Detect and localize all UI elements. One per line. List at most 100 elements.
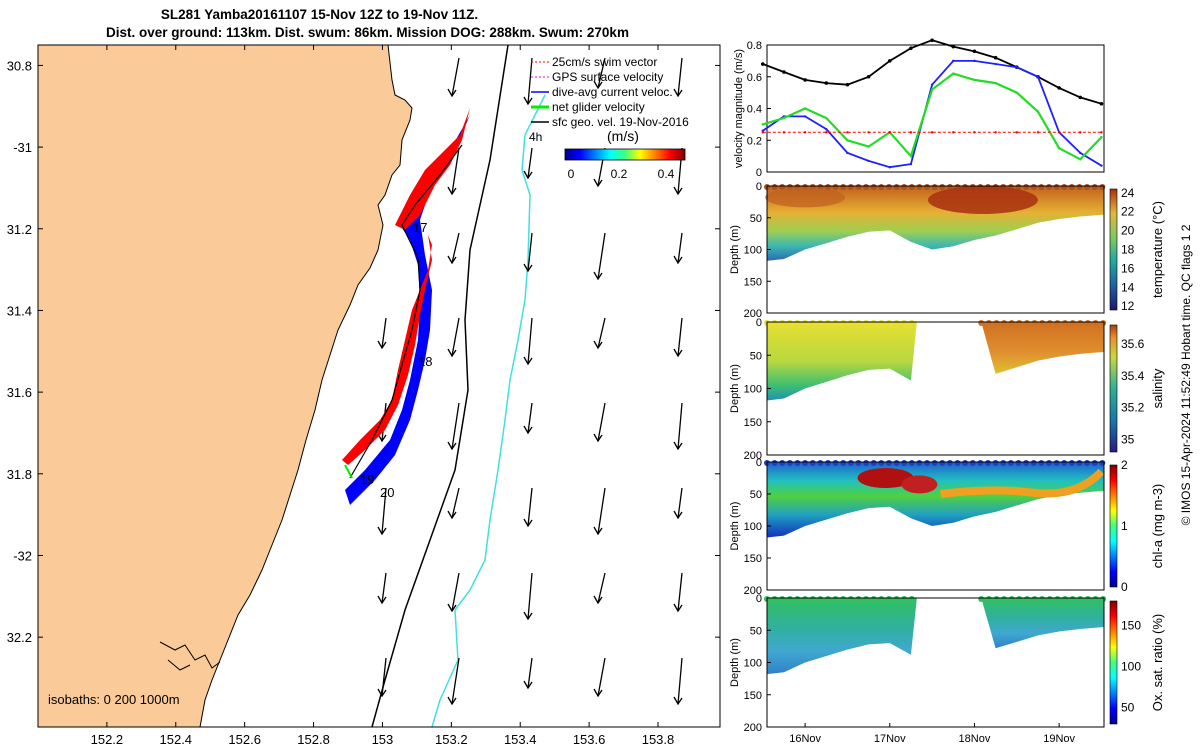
arrow-shaft xyxy=(677,232,683,264)
chla-maximum xyxy=(857,468,914,488)
colorbar-unit-label: (m/s) xyxy=(607,128,639,144)
surface-velocity-arrow xyxy=(447,657,460,706)
arrow-shaft xyxy=(381,572,387,604)
surface-velocity-arrow xyxy=(447,317,460,358)
arrow-head xyxy=(593,688,603,698)
surface-sample xyxy=(824,460,831,466)
surface-velocity-arrow xyxy=(593,402,606,443)
surface-sample xyxy=(779,320,786,326)
surface-sample xyxy=(1069,320,1076,326)
vel-ytick-label: 0.8 xyxy=(747,40,762,52)
surface-sample xyxy=(824,596,831,602)
surface-sample xyxy=(1084,596,1091,602)
arrow-shaft xyxy=(597,572,606,604)
surface-sample xyxy=(901,596,908,602)
arrow-head xyxy=(377,595,387,605)
map-ytick-label: -32 xyxy=(13,548,32,563)
arrow-shaft xyxy=(677,402,683,450)
map-xtick-label: 152.8 xyxy=(297,732,330,747)
section-ytick-label: 150 xyxy=(744,276,762,288)
surface-sample xyxy=(977,460,984,466)
surface-velocity-arrow xyxy=(673,657,683,706)
surface-sample xyxy=(1076,184,1083,190)
arrow-shaft xyxy=(381,317,387,349)
surface-sample xyxy=(931,460,938,466)
map-xtick-label: 152.6 xyxy=(228,732,261,747)
section-colorbar xyxy=(1109,600,1118,725)
surface-sample xyxy=(855,460,862,466)
map-xtick-label: 153 xyxy=(372,732,394,747)
arrow-head xyxy=(377,433,387,443)
section-colorbar xyxy=(1109,188,1118,311)
surface-velocity-arrow xyxy=(523,57,533,106)
surface-sample xyxy=(1045,184,1052,190)
surface-velocity-arrow xyxy=(447,232,460,265)
arrow-shaft xyxy=(527,572,533,620)
map-ytick-label: 30.8 xyxy=(7,58,32,73)
surface-sample xyxy=(847,460,854,466)
colorbar-label: temperature (°C) xyxy=(1150,201,1165,298)
arrow-head xyxy=(523,263,533,273)
chla-maximum xyxy=(901,475,938,494)
map-xtick-label: 153.2 xyxy=(435,732,468,747)
arrow-shaft xyxy=(381,487,387,535)
surface-sample xyxy=(809,596,816,602)
salinity-section: 0 50 100 150 200 Depth (m) 35 35.2 35.4 35.6 salin… xyxy=(729,317,1165,462)
surface-sample xyxy=(1053,460,1060,466)
section-ytick-label: 200 xyxy=(744,585,762,597)
surface-velocity-arrow xyxy=(673,232,683,265)
time-xtick-label: 19Nov xyxy=(1043,733,1075,745)
section-ylabel: Depth (m) xyxy=(729,225,741,274)
surface-sample xyxy=(779,460,786,466)
colorbar-tick-label: 18 xyxy=(1121,243,1135,257)
surface-sample xyxy=(863,184,870,190)
arrow-head xyxy=(673,441,683,451)
surface-sample xyxy=(878,596,885,602)
surface-sample xyxy=(1084,460,1091,466)
arrow-shaft xyxy=(527,657,533,689)
colorbar-tick-label: 16 xyxy=(1121,261,1135,275)
surface-sample xyxy=(1046,596,1053,602)
surface-sample xyxy=(1001,596,1008,602)
arrow-shaft xyxy=(527,402,533,434)
surface-sample xyxy=(1030,460,1037,466)
arrow-shaft xyxy=(677,487,683,519)
colorbar-tick-label: 1 xyxy=(1121,519,1128,533)
time-xtick-label: 18Nov xyxy=(959,733,991,745)
surface-velocity-arrow xyxy=(593,572,606,605)
section-ytick-label: 100 xyxy=(744,658,762,670)
section-data-field xyxy=(981,322,1104,374)
surface-sample xyxy=(1084,320,1091,326)
surface-sample xyxy=(993,596,1000,602)
surface-sample xyxy=(1054,596,1061,602)
section-ylabel: Depth (m) xyxy=(729,638,741,687)
surface-sample xyxy=(855,320,862,326)
isobath-1000 xyxy=(431,94,546,727)
arrow-head xyxy=(593,340,603,350)
surface-sample xyxy=(840,460,847,466)
day-label-19: 19 xyxy=(360,472,374,487)
warm-core xyxy=(927,185,1038,214)
surface-sample xyxy=(1023,596,1030,602)
section-ytick-label: 200 xyxy=(744,722,762,734)
day-label-17: 17 xyxy=(413,220,427,235)
map-ytick-label: 31.8 xyxy=(7,467,32,482)
surface-sample xyxy=(1076,460,1083,466)
surface-sample xyxy=(1091,184,1098,190)
surface-sample xyxy=(847,596,854,602)
surface-sample xyxy=(1001,320,1008,326)
surface-sample xyxy=(1091,460,1098,466)
vel-ylabel: velocity magnitude (m/s) xyxy=(733,49,745,168)
vel-ytick-label: 0.4 xyxy=(747,104,762,116)
section-ytick-label: 200 xyxy=(744,308,762,320)
map-xtick-label: 153.4 xyxy=(504,732,537,747)
section-ytick-label: 0 xyxy=(756,457,762,469)
vel-point-swim-speed xyxy=(761,131,764,134)
arrow-head xyxy=(673,348,683,358)
colorbar-label: salinity xyxy=(1150,368,1165,408)
surface-sample xyxy=(832,184,839,190)
arrow-head xyxy=(447,186,457,196)
legend-label-swim: 25cm/s swim vector xyxy=(552,55,657,69)
arrow-head xyxy=(523,356,533,366)
colorbar-tick-label: 2 xyxy=(1121,458,1128,472)
